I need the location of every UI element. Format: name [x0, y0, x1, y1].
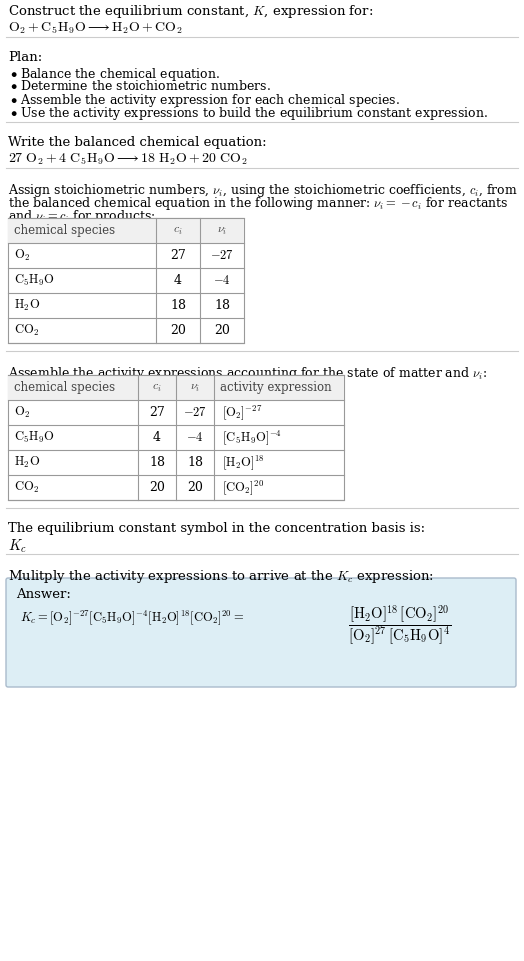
Text: $c_i$: $c_i$	[173, 224, 183, 237]
Text: 20: 20	[170, 324, 186, 337]
Text: $-27$: $-27$	[210, 249, 234, 262]
Text: The equilibrium constant symbol in the concentration basis is:: The equilibrium constant symbol in the c…	[8, 522, 425, 535]
Text: $\bullet$ Assemble the activity expression for each chemical species.: $\bullet$ Assemble the activity expressi…	[10, 92, 400, 109]
Text: 20: 20	[214, 324, 230, 337]
Text: $\mathrm{C_5H_9O}$: $\mathrm{C_5H_9O}$	[14, 430, 55, 445]
Text: Construct the equilibrium constant, $K$, expression for:: Construct the equilibrium constant, $K$,…	[8, 3, 373, 20]
Bar	[8, 375, 344, 400]
Text: Assign stoichiometric numbers, $\nu_i$, using the stoichiometric coefficients, $: Assign stoichiometric numbers, $\nu_i$, …	[8, 182, 518, 199]
Text: Write the balanced chemical equation:: Write the balanced chemical equation:	[8, 136, 267, 149]
Text: and $\nu_i = c_i$ for products:: and $\nu_i = c_i$ for products:	[8, 208, 156, 225]
Text: Assemble the activity expressions accounting for the state of matter and $\nu_i$: Assemble the activity expressions accoun…	[8, 365, 487, 382]
Text: 4: 4	[153, 431, 161, 444]
Text: $[\mathrm{O_2}]^{-27}$: $[\mathrm{O_2}]^{-27}$	[222, 404, 263, 422]
Text: $[\mathrm{H_2O}]^{18}$: $[\mathrm{H_2O}]^{18}$	[222, 454, 265, 472]
Text: $-4$: $-4$	[213, 274, 231, 287]
Text: $K_c = [\mathrm{O_2}]^{-27} [\mathrm{C_5H_9O}]^{-4} [\mathrm{H_2O}]^{18} [\mathr: $K_c = [\mathrm{O_2}]^{-27} [\mathrm{C_5…	[20, 608, 244, 628]
Text: $\nu_i$: $\nu_i$	[217, 224, 227, 237]
Text: 18: 18	[214, 299, 230, 312]
Text: chemical species: chemical species	[14, 381, 115, 394]
Text: activity expression: activity expression	[220, 381, 332, 394]
Text: $\mathrm{H_2O}$: $\mathrm{H_2O}$	[14, 455, 40, 470]
Text: $-4$: $-4$	[186, 431, 204, 444]
Text: 18: 18	[187, 456, 203, 469]
Text: $\mathrm{CO_2}$: $\mathrm{CO_2}$	[14, 323, 39, 338]
Text: $K_c$: $K_c$	[8, 538, 27, 555]
Text: $\mathrm{27\ O_2 + 4\ C_5H_9O \longrightarrow 18\ H_2O + 20\ CO_2}$: $\mathrm{27\ O_2 + 4\ C_5H_9O \longright…	[8, 152, 247, 167]
Text: 27: 27	[149, 406, 165, 419]
Bar	[8, 375, 344, 500]
Text: $\mathrm{C_5H_9O}$: $\mathrm{C_5H_9O}$	[14, 273, 55, 288]
Text: $-27$: $-27$	[183, 406, 207, 419]
Text: 18: 18	[149, 456, 165, 469]
Text: $c_i$: $c_i$	[152, 381, 162, 394]
Text: $[\mathrm{C_5H_9O}]^{-4}$: $[\mathrm{C_5H_9O}]^{-4}$	[222, 429, 282, 447]
FancyBboxPatch shape	[6, 578, 516, 687]
Text: $\mathrm{O_2 + C_5H_9O \longrightarrow H_2O + CO_2}$: $\mathrm{O_2 + C_5H_9O \longrightarrow H…	[8, 21, 183, 37]
Text: $\mathrm{CO_2}$: $\mathrm{CO_2}$	[14, 480, 39, 495]
Text: $[\mathrm{CO_2}]^{20}$: $[\mathrm{CO_2}]^{20}$	[222, 479, 265, 497]
Text: $\bullet$ Balance the chemical equation.: $\bullet$ Balance the chemical equation.	[10, 66, 220, 83]
Bar	[8, 218, 244, 243]
Text: $\bullet$ Determine the stoichiometric numbers.: $\bullet$ Determine the stoichiometric n…	[10, 79, 271, 93]
Text: $\nu_i$: $\nu_i$	[190, 381, 200, 394]
Text: $\mathrm{O_2}$: $\mathrm{O_2}$	[14, 248, 30, 263]
Text: 4: 4	[174, 274, 182, 287]
Text: 20: 20	[149, 481, 165, 494]
Text: $\mathrm{H_2O}$: $\mathrm{H_2O}$	[14, 298, 40, 313]
Text: chemical species: chemical species	[14, 224, 115, 237]
Text: 27: 27	[170, 249, 186, 262]
Text: Mulitply the activity expressions to arrive at the $K_c$ expression:: Mulitply the activity expressions to arr…	[8, 568, 434, 585]
Bar	[8, 218, 244, 343]
Text: Answer:: Answer:	[16, 588, 71, 601]
Text: $\bullet$ Use the activity expressions to build the equilibrium constant express: $\bullet$ Use the activity expressions t…	[10, 105, 488, 122]
Text: Plan:: Plan:	[8, 51, 42, 64]
Text: 20: 20	[187, 481, 203, 494]
Text: 18: 18	[170, 299, 186, 312]
Text: $\dfrac{[\mathrm{H_2O}]^{18}\,[\mathrm{CO_2}]^{20}}{[\mathrm{O_2}]^{27}\,[\mathr: $\dfrac{[\mathrm{H_2O}]^{18}\,[\mathrm{C…	[348, 604, 451, 647]
Text: the balanced chemical equation in the following manner: $\nu_i = -c_i$ for react: the balanced chemical equation in the fo…	[8, 195, 508, 212]
Text: $\mathrm{O_2}$: $\mathrm{O_2}$	[14, 405, 30, 420]
